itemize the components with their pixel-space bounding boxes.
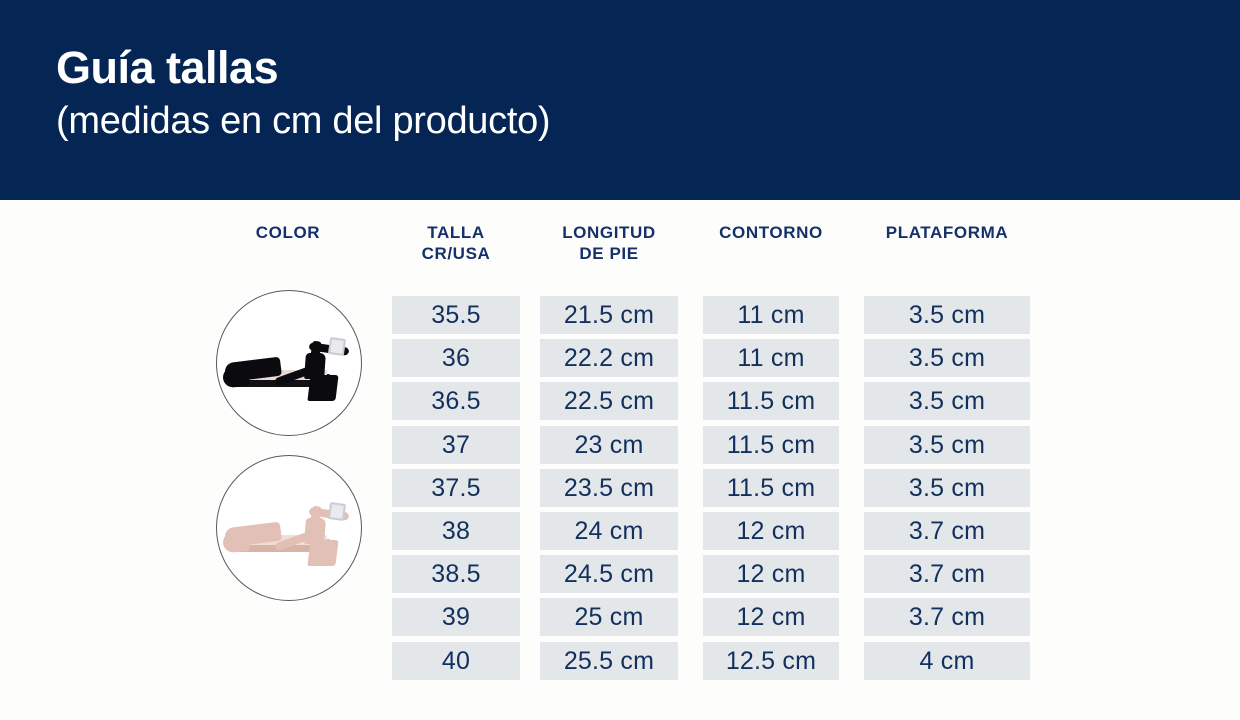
cell-contorno: 12 cm	[703, 598, 839, 637]
cell-talla: 38.5	[392, 555, 520, 594]
cell-plataforma: 3.7 cm	[864, 598, 1030, 637]
table-column-headers: COLOR TALLA CR/USA LONGITUD DE PIE CONTO…	[0, 222, 1240, 282]
cell-contorno: 11 cm	[703, 296, 839, 334]
cell-contorno: 12 cm	[703, 555, 839, 594]
cell-talla: 35.5	[392, 296, 520, 334]
column-header-longitud: LONGITUD DE PIE	[540, 222, 678, 265]
column-header-plataforma-line1: PLATAFORMA	[885, 223, 1009, 242]
column-header-plataforma: PLATAFORMA	[864, 222, 1030, 243]
page-title: Guía tallas	[56, 42, 279, 93]
nude-sandal-icon	[222, 492, 355, 566]
cell-contorno: 11.5 cm	[703, 425, 839, 464]
cell-plataforma: 3.5 cm	[864, 382, 1030, 421]
cell-contorno: 12.5 cm	[703, 641, 839, 680]
cell-talla: 40	[392, 641, 520, 680]
cell-talla: 38	[392, 512, 520, 550]
color-swatch-nude-sandal	[216, 455, 362, 601]
cell-plataforma: 4 cm	[864, 641, 1030, 680]
cell-longitud: 22.2 cm	[540, 339, 678, 378]
cell-longitud: 24.5 cm	[540, 555, 678, 594]
cell-contorno: 12 cm	[703, 512, 839, 550]
size-guide-table: COLOR TALLA CR/USA LONGITUD DE PIE CONTO…	[0, 200, 1240, 720]
cell-talla: 37	[392, 425, 520, 464]
cell-longitud: 24 cm	[540, 512, 678, 550]
column-header-contorno: CONTORNO	[703, 222, 839, 243]
cell-plataforma: 3.5 cm	[864, 339, 1030, 378]
cell-longitud: 22.5 cm	[540, 382, 678, 421]
column-header-longitud-line1: LONGITUD	[562, 223, 656, 242]
column-header-longitud-line2: DE PIE	[579, 244, 639, 264]
cell-longitud: 21.5 cm	[540, 296, 678, 334]
column-header-talla: TALLA CR/USA	[392, 222, 520, 265]
cell-plataforma: 3.7 cm	[864, 512, 1030, 550]
cell-longitud: 23 cm	[540, 425, 678, 464]
column-header-talla-line1: TALLA	[427, 223, 485, 242]
column-header-contorno-line1: CONTORNO	[719, 223, 823, 242]
cell-contorno: 11 cm	[703, 339, 839, 378]
cell-talla: 36	[392, 339, 520, 378]
cell-longitud: 23.5 cm	[540, 468, 678, 507]
column-header-color: COLOR	[214, 222, 362, 243]
cell-plataforma: 3.5 cm	[864, 468, 1030, 507]
column-header-color-line1: COLOR	[255, 223, 321, 242]
cell-plataforma: 3.5 cm	[864, 425, 1030, 464]
cell-plataforma: 3.5 cm	[864, 296, 1030, 334]
sandal-buckle-icon	[327, 336, 347, 357]
cell-contorno: 11.5 cm	[703, 468, 839, 507]
black-sandal-icon	[222, 327, 355, 401]
cell-talla: 36.5	[392, 382, 520, 421]
cell-contorno: 11.5 cm	[703, 382, 839, 421]
cell-talla: 39	[392, 598, 520, 637]
sandal-buckle-icon	[327, 501, 347, 522]
page-subtitle: (medidas en cm del producto)	[56, 100, 551, 142]
header-band: Guía tallas (medidas en cm del producto)	[0, 0, 1240, 200]
cell-plataforma: 3.7 cm	[864, 555, 1030, 594]
cell-longitud: 25 cm	[540, 598, 678, 637]
cell-talla: 37.5	[392, 468, 520, 507]
color-swatch-black-sandal	[216, 290, 362, 436]
cell-longitud: 25.5 cm	[540, 641, 678, 680]
column-header-talla-line2: CR/USA	[421, 244, 491, 264]
